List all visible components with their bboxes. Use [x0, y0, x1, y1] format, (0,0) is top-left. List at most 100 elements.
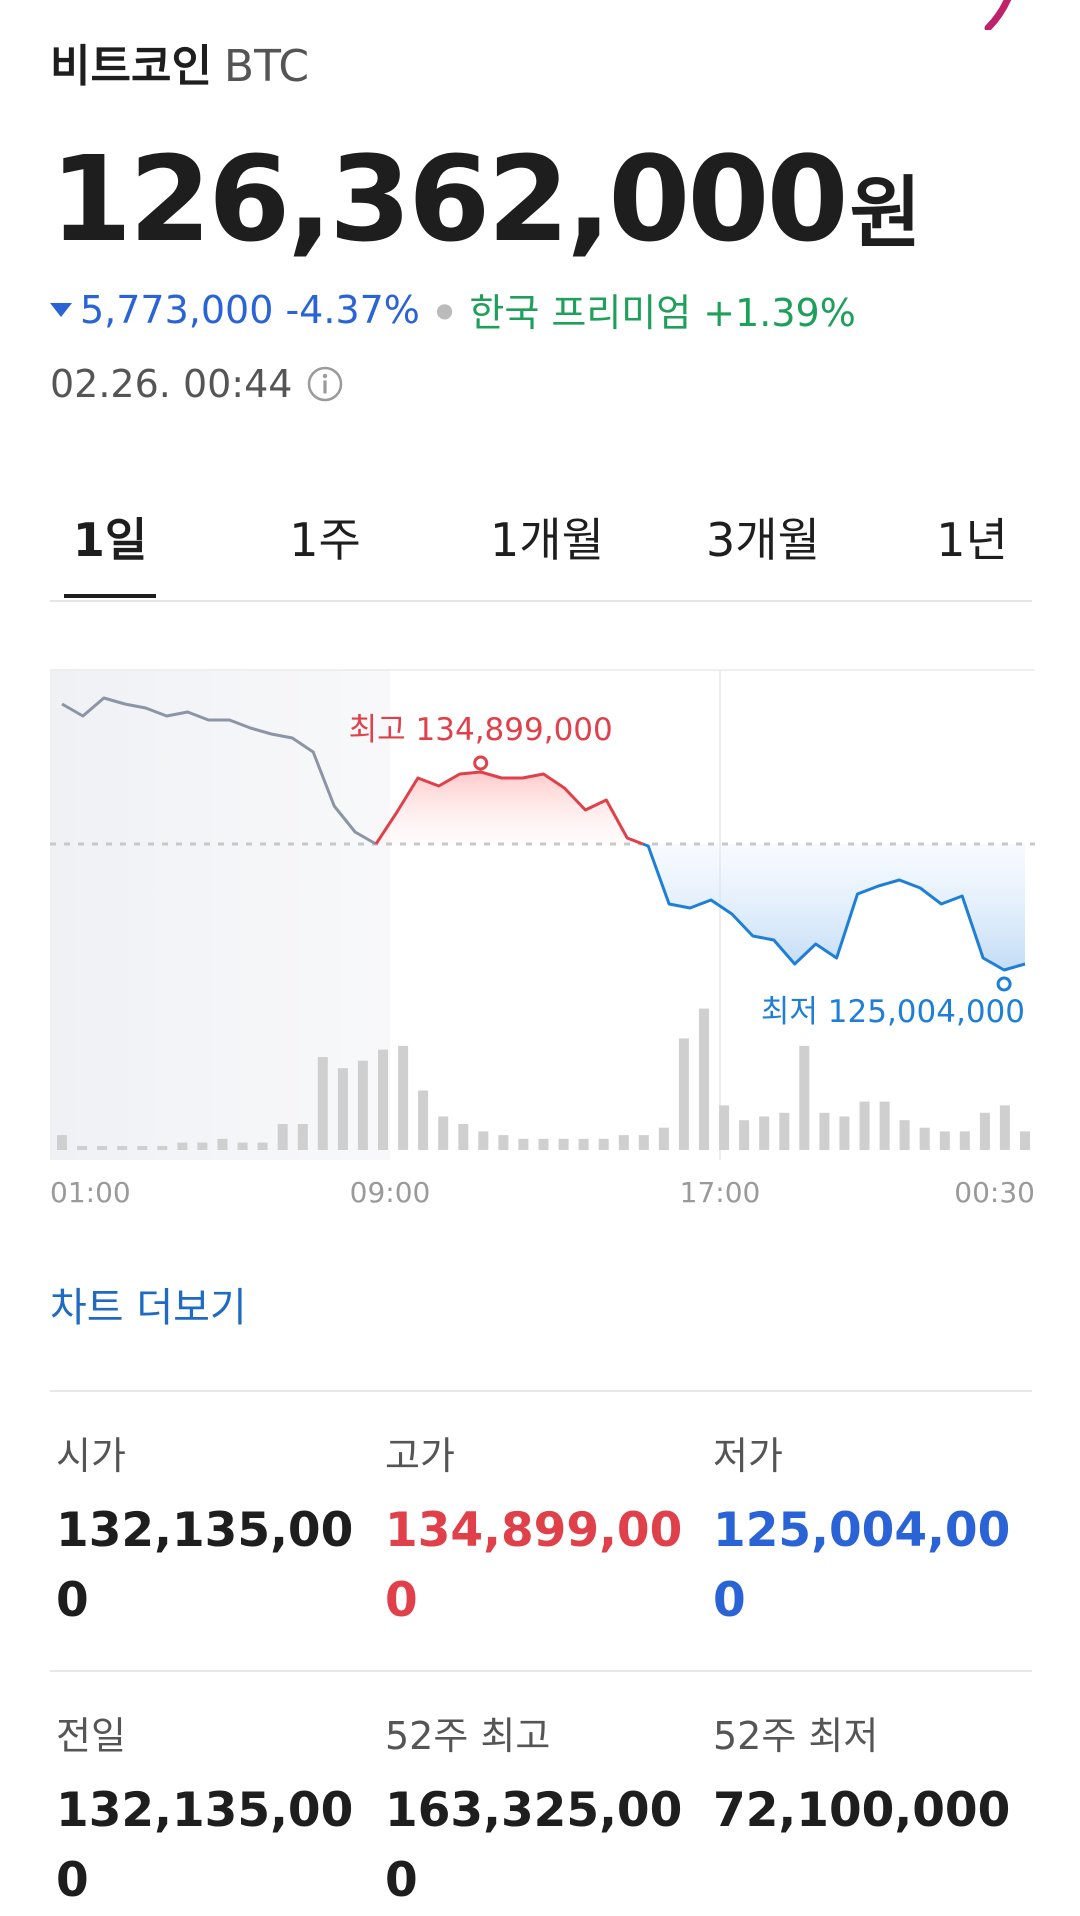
volume-bar — [217, 1138, 228, 1150]
volume-bar — [257, 1142, 268, 1150]
volume-bar — [177, 1142, 188, 1150]
volume-bar — [458, 1124, 469, 1150]
stat-label: 52주 최저 — [713, 1714, 879, 1758]
volume-bar — [979, 1112, 990, 1150]
volume-bar — [899, 1120, 910, 1150]
stat-low: 저가 125,004,000 — [713, 1425, 1013, 1636]
price-change-row: 5,773,000 -4.37% ● 한국 프리미엄 +1.39% — [50, 282, 856, 337]
volume-bar — [598, 1138, 609, 1150]
price-line-above — [374, 770, 644, 846]
coin-title: 비트코인 BTC — [50, 30, 309, 94]
tab-1d[interactable]: 1일 — [72, 513, 148, 567]
volume-bar — [277, 1124, 288, 1150]
stat-value: 132,135,000 — [56, 1503, 354, 1628]
high-label: 최고 134,899,000 — [349, 712, 613, 748]
tab-1m[interactable]: 1개월 — [490, 513, 604, 567]
volume-bar — [739, 1120, 750, 1150]
area-below-reference — [642, 844, 1025, 970]
volume-bar — [919, 1127, 930, 1150]
volume-bar — [57, 1135, 67, 1150]
volume-bar — [97, 1146, 108, 1150]
timestamp: 02.26. 00:44 — [50, 362, 293, 406]
volume-bar — [578, 1138, 589, 1150]
price-line-below — [642, 842, 1026, 972]
volume-bar — [398, 1045, 409, 1150]
more-chart-link[interactable]: 차트 더보기 — [50, 1285, 247, 1331]
timestamp-row: 02.26. 00:44 — [50, 362, 344, 406]
divider — [50, 1670, 1032, 1672]
volume-bar — [618, 1135, 629, 1150]
price-line-past — [61, 696, 377, 846]
volume-bar — [819, 1112, 830, 1150]
low-marker — [996, 976, 1012, 992]
volume-bar — [137, 1146, 148, 1150]
volume-bar — [678, 1038, 689, 1150]
stat-open: 시가 132,135,000 — [56, 1425, 356, 1636]
area-above-reference — [376, 772, 643, 844]
x-tick-label: 00:30 — [954, 1176, 1035, 1209]
volume-bar — [157, 1146, 168, 1150]
past-period-shade — [50, 670, 390, 1160]
volume-bar — [859, 1101, 870, 1150]
volume-bar — [799, 1045, 810, 1150]
period-tabs: 1일 1주 1개월 3개월 1년 — [50, 482, 1032, 602]
volume-bar — [117, 1146, 128, 1150]
stat-value: 132,135,000 — [56, 1783, 354, 1908]
x-tick-label: 17:00 — [680, 1176, 761, 1209]
volume-bar — [699, 1008, 709, 1150]
volume-bar — [939, 1131, 950, 1150]
volume-bar — [638, 1135, 649, 1150]
tab-3m[interactable]: 3개월 — [706, 513, 820, 567]
price-value: 126,362,000 — [50, 130, 849, 268]
stat-52w-low: 52주 최저 72,100,000 — [713, 1705, 1013, 1846]
stat-value: 72,100,000 — [713, 1783, 1011, 1838]
dot-separator: ● — [435, 297, 454, 322]
x-tick-label: 01:00 — [50, 1176, 131, 1209]
volume-bar — [317, 1057, 328, 1150]
stat-value: 134,899,000 — [385, 1503, 683, 1628]
low-label: 최저 125,004,000 — [761, 994, 1025, 1030]
volume-bar — [297, 1124, 308, 1150]
volume-bar — [719, 1105, 730, 1150]
stat-label: 52주 최고 — [385, 1714, 551, 1758]
volume-bar — [498, 1135, 509, 1150]
down-triangle-icon — [50, 302, 72, 317]
stat-value: 163,325,000 — [385, 1783, 683, 1908]
divider — [50, 1390, 1032, 1392]
volume-bar — [438, 1116, 449, 1150]
volume-bar — [779, 1112, 790, 1150]
volume-bar — [879, 1101, 890, 1150]
volume-bar — [538, 1138, 549, 1150]
korea-premium: 한국 프리미엄 +1.39% — [469, 291, 856, 335]
price-chart-svg: 최고 134,899,000 최저 125,004,000 01:00 09:0… — [50, 669, 1035, 1209]
tab-1w[interactable]: 1주 — [289, 513, 361, 567]
volume-bar — [337, 1068, 348, 1150]
price-change: 5,773,000 -4.37% — [80, 287, 420, 332]
volume-bar — [959, 1131, 970, 1150]
tab-1y[interactable]: 1년 — [936, 513, 1008, 567]
coin-name: 비트코인 — [50, 41, 212, 92]
volume-bar — [378, 1049, 388, 1150]
volume-bar — [999, 1105, 1010, 1150]
active-tab-indicator — [64, 594, 156, 598]
volume-bar — [357, 1060, 368, 1150]
stat-label: 저가 — [713, 1434, 783, 1478]
brand-mark-icon — [984, 0, 1012, 30]
volume-bar — [759, 1116, 770, 1150]
stat-label: 전일 — [56, 1714, 126, 1758]
high-marker — [473, 755, 489, 771]
volume-bar — [418, 1090, 429, 1150]
stat-52w-high: 52주 최고 163,325,000 — [385, 1705, 685, 1916]
volume-bar — [197, 1142, 208, 1150]
info-icon[interactable] — [306, 365, 344, 403]
stat-label: 고가 — [385, 1434, 455, 1478]
volume-bar — [658, 1127, 669, 1150]
volume-bar — [558, 1138, 569, 1150]
stat-high: 고가 134,899,000 — [385, 1425, 685, 1636]
price-unit: 원 — [849, 169, 922, 259]
price-chart[interactable]: 최고 134,899,000 최저 125,004,000 01:00 09:0… — [50, 669, 1035, 1210]
x-tick-label: 09:00 — [350, 1176, 431, 1209]
volume-bar — [839, 1116, 850, 1150]
volume-bar — [1020, 1131, 1030, 1150]
volume-bar — [478, 1131, 489, 1150]
